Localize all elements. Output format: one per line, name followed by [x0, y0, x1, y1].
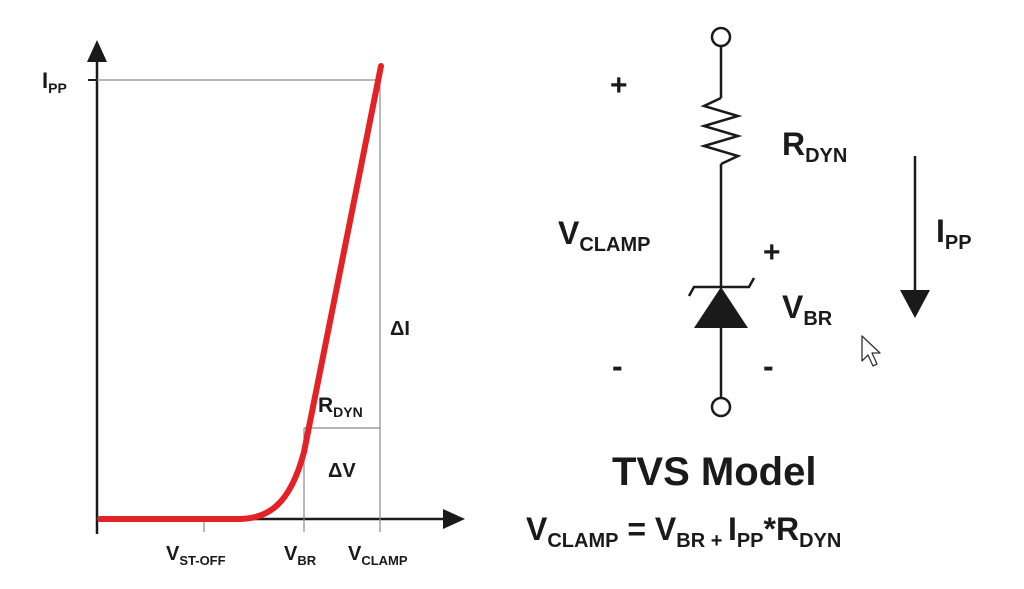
bottom-terminal: [710, 396, 732, 418]
vstoff-tick-label: VST-OFF: [166, 543, 226, 568]
vclamp-label: VCLAMP: [558, 215, 650, 256]
iv-graph: IPP VST-OFF VBR VCLAMP ΔI ΔV RDYN: [42, 40, 465, 568]
minus-bottom-sign: -: [612, 348, 623, 384]
delta-v-label: ΔV: [328, 460, 356, 482]
resistor-rdyn: [699, 96, 743, 166]
x-axis-arrow: [443, 509, 465, 529]
rdyn-slope-label: RDYN: [318, 394, 363, 420]
delta-i-label: ΔI: [390, 318, 410, 340]
mouse-cursor-icon: [861, 335, 881, 367]
rdyn-label: RDYN: [782, 126, 847, 167]
clamp-equation: VCLAMP = VBR + IPP*RDYN: [526, 511, 841, 552]
current-arrow-head: [900, 290, 930, 318]
model-title: TVS Model: [612, 450, 816, 494]
vbr-minus-sign: -: [763, 348, 774, 384]
vbr-plus-sign: +: [763, 236, 781, 269]
ipp-axis-label: IPP: [42, 68, 67, 96]
y-axis-arrow: [87, 40, 107, 62]
vbr-label: VBR: [782, 289, 833, 330]
vclamp-tick-label: VCLAMP: [348, 543, 408, 568]
iv-curve: [97, 63, 384, 522]
ipp-current-label: IPP: [936, 213, 972, 254]
zener-diode: [687, 277, 756, 328]
vbr-tick-label: VBR: [284, 543, 317, 568]
tvs-circuit: + - VCLAMP RDYN + - VBR IPP: [558, 26, 972, 418]
plus-top-sign: +: [610, 69, 628, 102]
top-terminal: [710, 26, 732, 48]
